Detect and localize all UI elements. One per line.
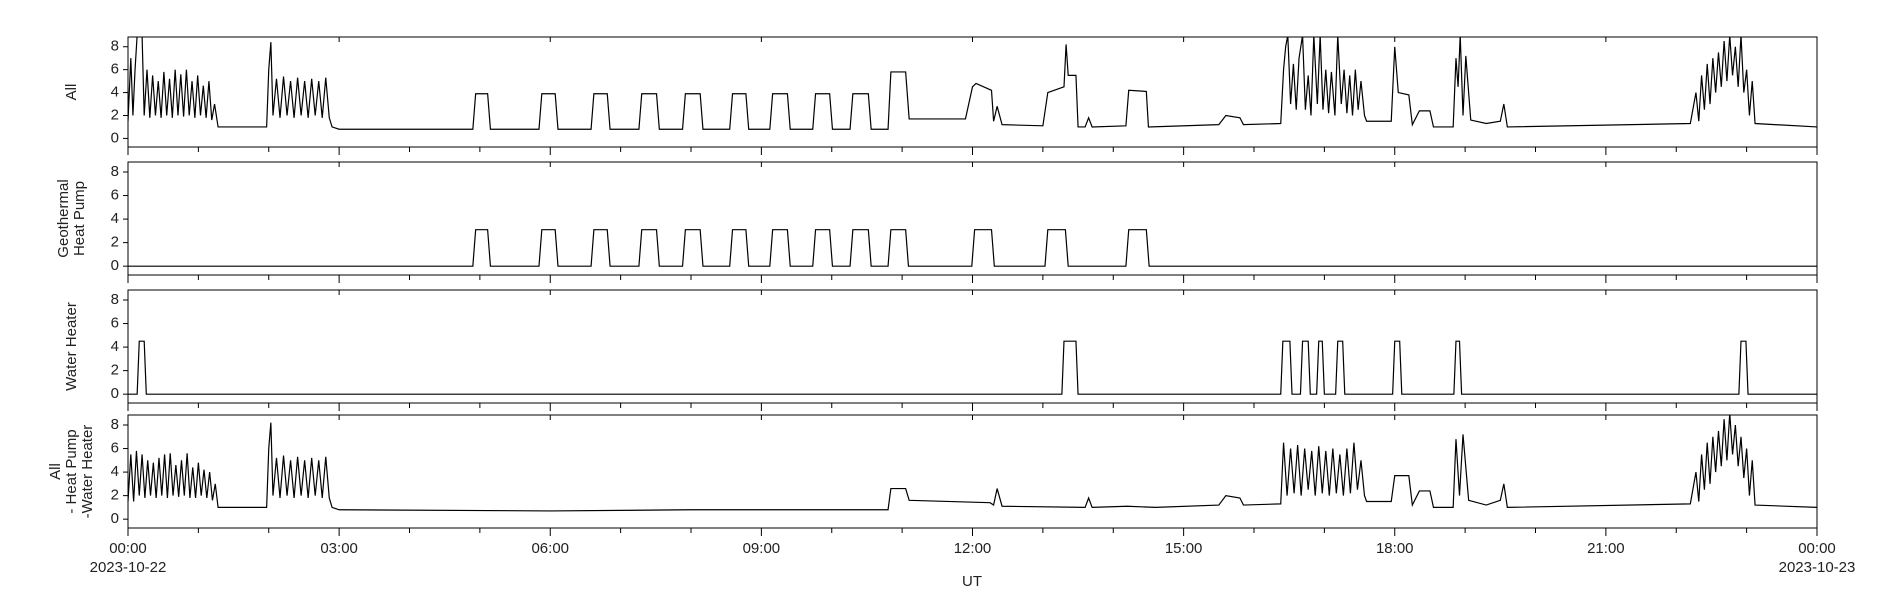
x-tick-label: 21:00 bbox=[1587, 540, 1625, 557]
x-tick-label: 09:00 bbox=[743, 540, 781, 557]
y-axis-label: All bbox=[47, 463, 64, 480]
x-axis-label: UT bbox=[962, 573, 982, 590]
y-tick-label: 2 bbox=[111, 487, 119, 504]
y-axis-label: Heat Pump bbox=[71, 181, 88, 256]
y-tick-label: 0 bbox=[111, 257, 119, 274]
y-tick-label: 2 bbox=[111, 106, 119, 123]
x-tick-label: 15:00 bbox=[1165, 540, 1203, 557]
y-tick-label: 2 bbox=[111, 362, 119, 379]
panel-frame bbox=[127, 289, 1818, 404]
y-tick-label: 6 bbox=[111, 187, 119, 204]
y-axis-label: All bbox=[63, 84, 80, 101]
x-tick-label: 18:00 bbox=[1376, 540, 1414, 557]
y-tick-label: 0 bbox=[111, 129, 119, 146]
panel-frame bbox=[127, 36, 1818, 148]
data-line bbox=[128, 415, 1817, 512]
y-axis-label: -Water Heater bbox=[79, 425, 96, 519]
data-line bbox=[128, 37, 1817, 130]
y-tick-label: 6 bbox=[111, 440, 119, 457]
y-tick-label: 8 bbox=[111, 38, 119, 55]
y-tick-label: 2 bbox=[111, 234, 119, 251]
x-tick-label: 00:00 bbox=[1798, 540, 1836, 557]
data-line bbox=[128, 229, 1817, 267]
x-tick-label: 12:00 bbox=[954, 540, 992, 557]
y-tick-label: 4 bbox=[111, 338, 119, 355]
x-date-label: 2023-10-22 bbox=[90, 559, 167, 576]
y-tick-label: 0 bbox=[111, 385, 119, 402]
x-tick-label: 06:00 bbox=[531, 540, 569, 557]
y-tick-label: 8 bbox=[111, 163, 119, 180]
x-tick-label: 00:00 bbox=[109, 540, 147, 557]
y-axis-label: - Heat Pump bbox=[63, 429, 80, 513]
y-axis-label: Water Heater bbox=[63, 302, 80, 391]
panel-frame bbox=[127, 414, 1818, 529]
y-tick-label: 8 bbox=[111, 416, 119, 433]
x-tick-label: 03:00 bbox=[320, 540, 358, 557]
y-tick-label: 8 bbox=[111, 291, 119, 308]
y-tick-label: 4 bbox=[111, 84, 119, 101]
x-date-label: 2023-10-23 bbox=[1779, 559, 1856, 576]
y-tick-label: 6 bbox=[111, 315, 119, 332]
y-tick-label: 4 bbox=[111, 463, 119, 480]
y-tick-label: 6 bbox=[111, 61, 119, 78]
y-axis-label: Geothermal bbox=[55, 179, 72, 257]
data-line bbox=[128, 340, 1817, 395]
y-tick-label: 4 bbox=[111, 210, 119, 227]
y-tick-label: 0 bbox=[111, 510, 119, 527]
